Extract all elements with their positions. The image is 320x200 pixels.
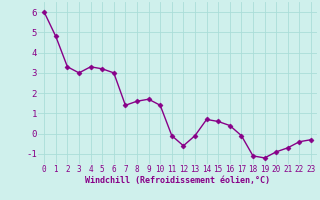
X-axis label: Windchill (Refroidissement éolien,°C): Windchill (Refroidissement éolien,°C) <box>85 176 270 185</box>
